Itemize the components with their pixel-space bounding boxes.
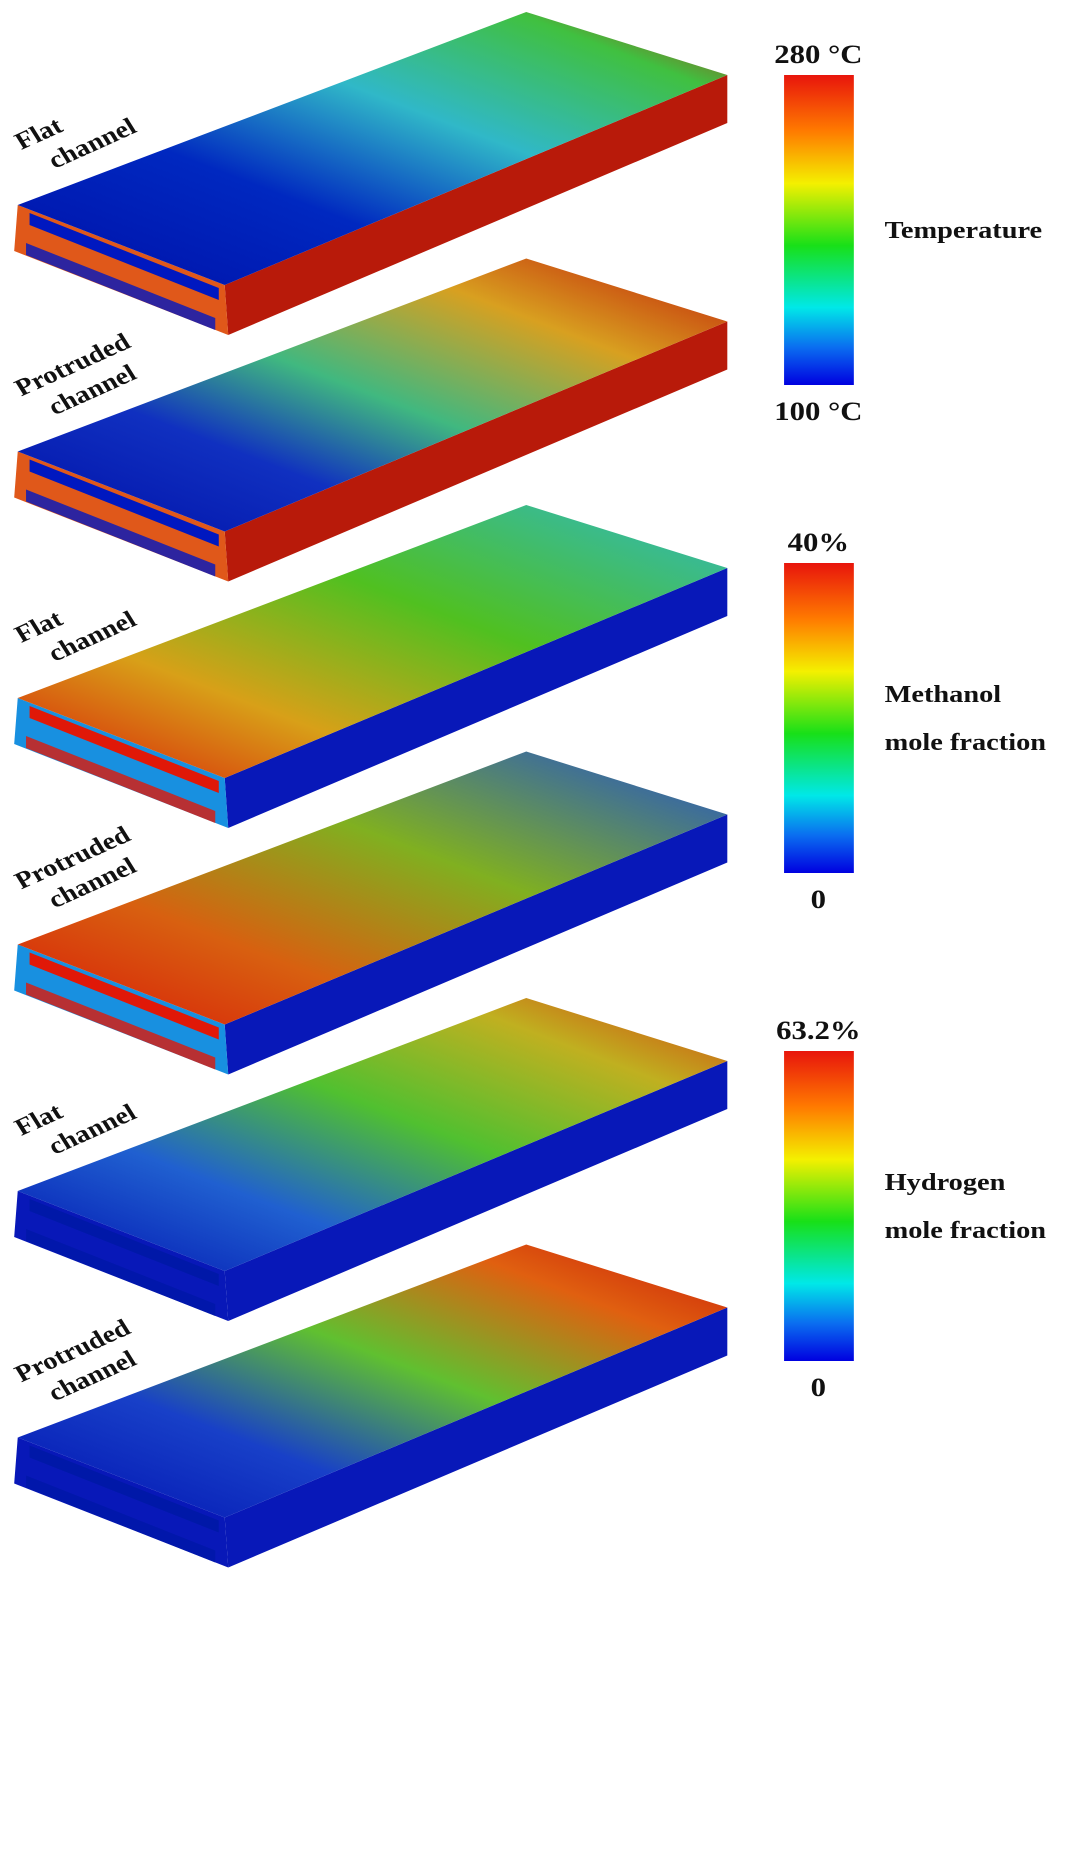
- colorbar-max: 63.2%: [776, 1017, 861, 1045]
- colorbar-title: mole fraction: [885, 729, 1047, 755]
- channel-panel: Flatchannel: [10, 998, 728, 1321]
- channel-panel: Protrudedchannel: [10, 752, 728, 1075]
- channel-panel: Flatchannel: [10, 505, 728, 828]
- colorbar-max: 40%: [788, 529, 849, 557]
- colorbar-title: Methanol: [885, 681, 1002, 707]
- channel-panel: Protrudedchannel: [10, 1245, 728, 1568]
- page: FlatchannelProtrudedchannelFlatchannelPr…: [0, 0, 1088, 1850]
- channel-panel: Protrudedchannel: [10, 259, 728, 582]
- colorbar: 280 °C 100 °C Temperature: [774, 41, 1042, 426]
- colorbar-max: 280 °C: [774, 41, 862, 69]
- colorbar-title: mole fraction: [885, 1217, 1047, 1243]
- colorbar-scale: [784, 75, 854, 385]
- colorbar-min: 100 °C: [774, 398, 862, 426]
- colorbar-scale: [784, 1051, 854, 1361]
- channel-panel: Flatchannel: [10, 12, 728, 335]
- colorbar-title: Hydrogen: [885, 1169, 1006, 1195]
- colorbar-scale: [784, 563, 854, 873]
- colorbar: 40% 0 Methanol mole fraction: [784, 529, 1046, 914]
- colorbar-title: Temperature: [885, 217, 1043, 243]
- colorbar-min: 0: [811, 1374, 826, 1402]
- colorbar: 63.2% 0 Hydrogen mole fraction: [776, 1017, 1046, 1402]
- colorbar-min: 0: [811, 886, 826, 914]
- figure: FlatchannelProtrudedchannelFlatchannelPr…: [0, 0, 1088, 1850]
